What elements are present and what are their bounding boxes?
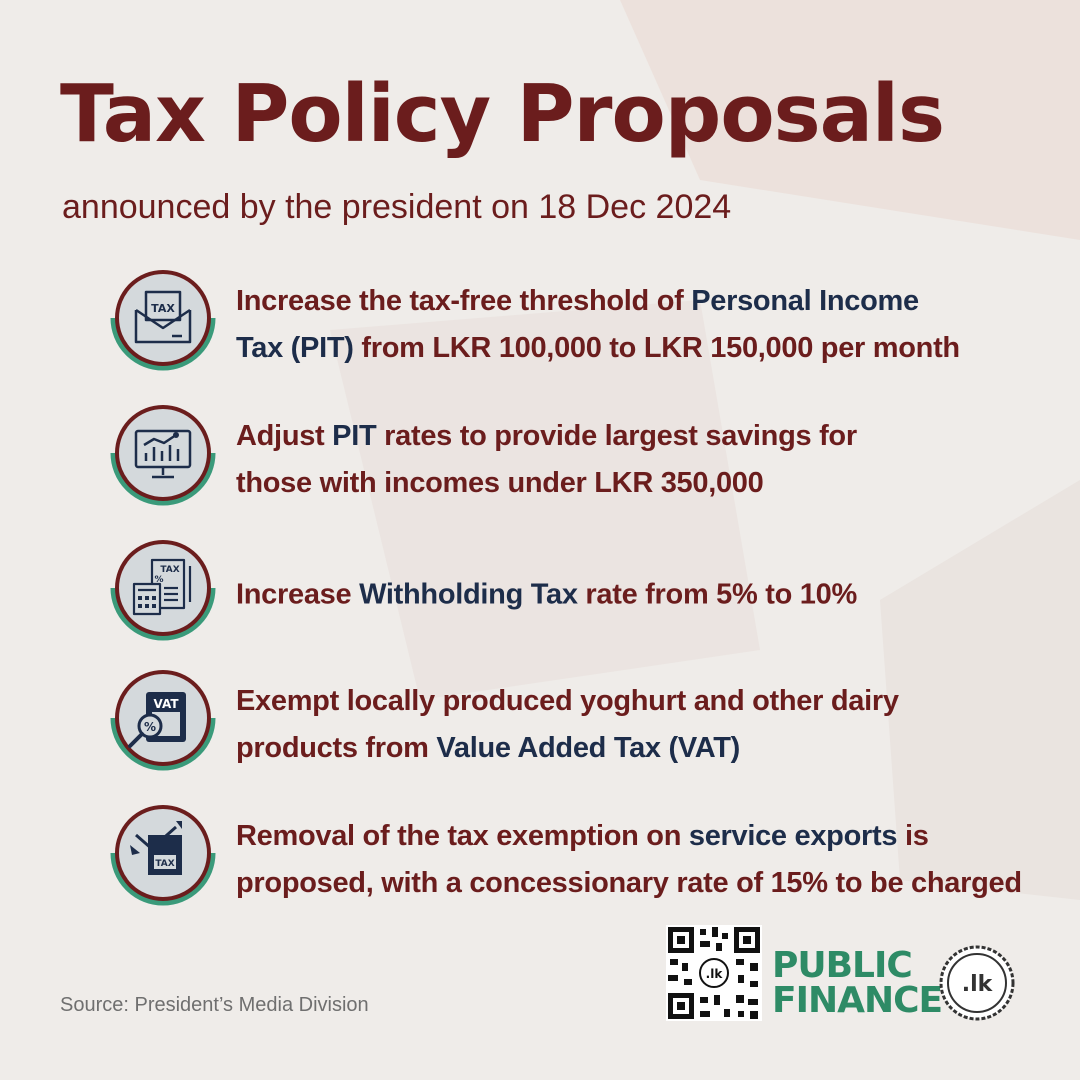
svg-text:TAX: TAX <box>155 859 174 869</box>
proposal-text: Exempt locally produced yoghurt and othe… <box>236 685 899 764</box>
proposal-text: Increase Withholding Tax rate from 5% to… <box>236 578 857 611</box>
svg-text:%: % <box>144 720 156 734</box>
qr-code[interactable]: .lk <box>666 925 762 1021</box>
page-title: Tax Policy Proposals <box>60 68 945 160</box>
proposal-text: Removal of the tax exemption on service … <box>236 820 1022 899</box>
proposal-text: Increase the tax-free threshold of Perso… <box>236 285 960 364</box>
proposal-item-pit-rates: Adjust PIT rates to provide largest savi… <box>108 405 1048 515</box>
page-subtitle: announced by the president on 18 Dec 202… <box>62 188 732 226</box>
brand-logo-text: PUBLIC FINANCE <box>772 945 943 1021</box>
proposal-item-withholding-tax: TAX % Increase Withholding Tax rate from… <box>108 540 1048 650</box>
analytics-monitor-icon <box>108 405 218 515</box>
svg-text:%: % <box>154 575 163 585</box>
svg-text:TAX: TAX <box>151 302 175 315</box>
svg-text:.lk: .lk <box>962 972 994 997</box>
vat-document-icon: VAT % <box>108 670 218 780</box>
tax-arrow-down-icon: TAX <box>108 805 218 915</box>
source-note: Source: President’s Media Division <box>60 994 369 1016</box>
tax-envelope-icon: TAX <box>108 270 218 380</box>
proposal-text: Adjust PIT rates to provide largest savi… <box>236 420 857 499</box>
svg-text:TAX: TAX <box>160 565 179 575</box>
brand-seal-logo: .lk <box>938 944 1016 1022</box>
proposal-item-vat-exemption: VAT % Exempt locally produced yoghurt an… <box>108 670 1048 780</box>
svg-text:VAT: VAT <box>153 697 179 711</box>
proposal-item-pit-threshold: TAX Increase the tax-free threshold of P… <box>108 270 1048 380</box>
tax-calculator-icon: TAX % <box>108 540 218 650</box>
proposal-item-service-exports: TAX Removal of the tax exemption on serv… <box>108 805 1048 915</box>
svg-text:.lk: .lk <box>706 967 724 981</box>
